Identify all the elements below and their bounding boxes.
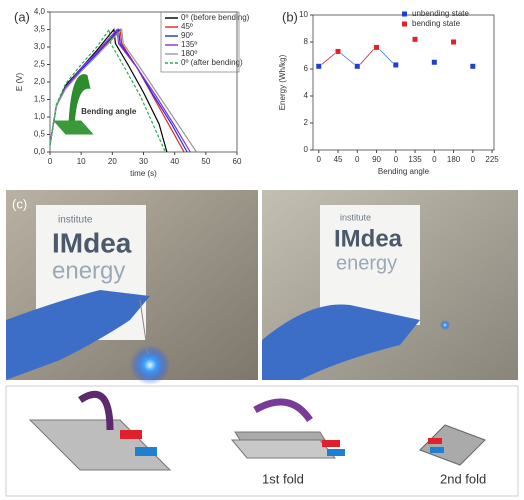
y-tick-label: 2,5 — [34, 60, 46, 69]
x-tick-label: 40 — [170, 157, 179, 166]
legend-box — [160, 11, 240, 73]
legend-label: bending state — [412, 19, 461, 28]
x-tick-label: 0 — [317, 155, 322, 164]
point — [335, 48, 341, 54]
point — [393, 62, 399, 68]
panel-label: (c) — [12, 196, 27, 211]
photo-text: IMdea — [52, 227, 132, 258]
x-tick-label: 60 — [233, 157, 242, 166]
point — [451, 39, 457, 45]
line-series — [49, 28, 197, 153]
y-tick-label: 2 — [304, 118, 309, 127]
x-tick-label: 135 — [408, 155, 422, 164]
fold-label: 1st fold — [262, 471, 304, 486]
x-tick-label: 90 — [372, 155, 381, 164]
y-axis-label: E (V) — [15, 73, 24, 92]
x-tick-label: 10 — [77, 157, 86, 166]
point — [470, 63, 476, 69]
y-tick-label: 4,0 — [34, 7, 46, 16]
legend-swatch — [402, 21, 407, 27]
photo-text: energy — [336, 252, 397, 274]
y-tick-label: 0 — [304, 145, 309, 154]
legend-label: 90º — [181, 31, 193, 40]
fold-label: 2nd fold — [440, 471, 486, 486]
legend-swatch — [402, 11, 407, 17]
x-tick-label: 0 — [355, 155, 360, 164]
y-tick-label: 6 — [304, 64, 309, 73]
plot-frame — [312, 14, 495, 151]
point — [316, 63, 322, 69]
photo-left: institute IMdea energy — [6, 190, 258, 385]
arrow — [359, 49, 374, 65]
x-tick-label: 0 — [394, 155, 399, 164]
legend-label: 135º — [181, 40, 197, 49]
point — [431, 59, 437, 65]
x-tick-label: 0 — [48, 157, 53, 166]
y-tick-label: 1,0 — [34, 112, 46, 121]
bending-icon — [53, 120, 94, 135]
x-axis-label: time (s) — [130, 169, 157, 178]
arrow — [321, 53, 336, 65]
y-tick-label: 0,0 — [34, 147, 46, 156]
x-tick-label: 225 — [485, 155, 499, 164]
point — [374, 44, 380, 50]
x-tick-label: 0 — [471, 155, 476, 164]
y-tick-label: 10 — [299, 10, 308, 19]
line-series — [49, 27, 166, 153]
x-tick-label: 30 — [139, 157, 148, 166]
y-axis-label: Energy (Wh/kg) — [278, 54, 287, 110]
fold-diagram: 1st fold 2nd fold — [5, 385, 519, 497]
legend-label: unbending state — [412, 9, 469, 18]
photo-text: institute — [340, 212, 371, 222]
x-tick-label: 50 — [201, 157, 210, 166]
x-tick-label: 180 — [447, 155, 461, 164]
photo-right: institute IMdea energy — [262, 190, 518, 380]
annotation: Bending angle — [81, 107, 137, 116]
y-tick-label: 3,5 — [34, 25, 46, 34]
x-tick-label: 45 — [334, 155, 343, 164]
y-tick-label: 3,0 — [34, 42, 46, 51]
arrow — [340, 53, 355, 65]
photo-text: energy — [52, 257, 125, 284]
photo-text: institute — [58, 215, 93, 226]
legend-label: 0º (before bending) — [181, 13, 250, 22]
photo-text: IMdea — [334, 225, 403, 252]
bending-icon — [68, 74, 91, 121]
y-tick-label: 1,5 — [34, 95, 46, 104]
point — [354, 63, 360, 69]
legend-label: 45º — [181, 22, 193, 31]
x-axis-label: Bending angle — [378, 167, 430, 176]
y-tick-label: 4 — [304, 91, 309, 100]
x-tick-label: 0 — [432, 155, 437, 164]
panel-label: (a) — [14, 9, 30, 24]
point — [412, 36, 418, 42]
x-tick-label: 20 — [108, 157, 117, 166]
arrow — [379, 49, 394, 64]
y-tick-label: 8 — [304, 37, 309, 46]
panel-label: (b) — [282, 9, 298, 24]
y-tick-label: 2,0 — [34, 77, 46, 86]
legend-label: 0º (after bending) — [181, 58, 243, 67]
y-tick-label: 0,5 — [34, 130, 46, 139]
legend-label: 180º — [181, 49, 197, 58]
